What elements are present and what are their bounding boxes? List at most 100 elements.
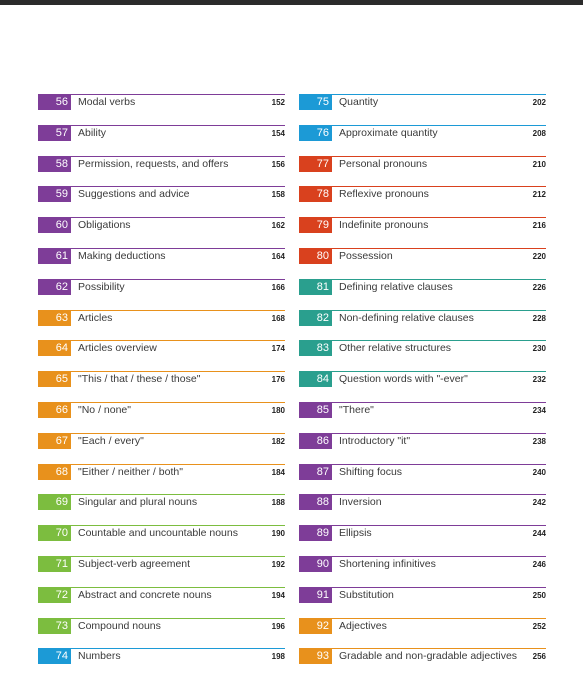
chapter-title: Shortening infinitives <box>339 557 436 570</box>
contents-entry[interactable]: 75 Quantity 202 <box>299 91 546 122</box>
page-number: 232 <box>532 375 546 385</box>
chapter-title: Singular and plural nouns <box>78 496 198 509</box>
chapter-number-badge: 70 <box>38 525 71 542</box>
contents-entry[interactable]: 85 "There" 234 <box>299 399 546 430</box>
contents-entry[interactable]: 80 Possession 220 <box>299 245 546 276</box>
contents-entry[interactable]: 69 Singular and plural nouns 188 <box>38 491 285 522</box>
chapter-number-badge: 85 <box>299 401 332 418</box>
page-number: 208 <box>532 128 546 138</box>
chapter-number-badge: 73 <box>38 617 71 634</box>
contents-entry[interactable]: 67 "Each / every" 182 <box>38 430 285 461</box>
chapter-title: Ellipsis <box>339 527 372 540</box>
chapter-title: Reflexive pronouns <box>339 188 429 201</box>
contents-entry[interactable]: 90 Shortening infinitives 246 <box>299 553 546 584</box>
entry-rule <box>71 278 285 280</box>
entry-rule <box>332 309 546 311</box>
page-number: 182 <box>271 436 285 446</box>
contents-entry[interactable]: 87 Shifting focus 240 <box>299 461 546 492</box>
entry-rule <box>71 124 285 126</box>
contents-entry[interactable]: 74 Numbers 198 <box>38 645 285 676</box>
contents-entry[interactable]: 73 Compound nouns 196 <box>38 615 285 646</box>
contents-entry[interactable]: 58 Permission, requests, and offers 156 <box>38 153 285 184</box>
contents-entry[interactable]: 57 Ability 154 <box>38 122 285 153</box>
page-number: 168 <box>271 313 285 323</box>
contents-entry[interactable]: 92 Adjectives 252 <box>299 615 546 646</box>
contents-entry[interactable]: 84 Question words with "-ever" 232 <box>299 368 546 399</box>
contents-entry[interactable]: 70 Countable and uncountable nouns 190 <box>38 522 285 553</box>
contents-entry[interactable]: 61 Making deductions 164 <box>38 245 285 276</box>
chapter-title: Gradable and non-gradable adjectives <box>339 650 518 663</box>
chapter-title: Permission, requests, and offers <box>78 157 229 170</box>
contents-entry[interactable]: 63 Articles 168 <box>38 307 285 338</box>
page-number: 226 <box>532 282 546 292</box>
contents-entry[interactable]: 65 "This / that / these / those" 176 <box>38 368 285 399</box>
chapter-title: Articles overview <box>78 342 157 355</box>
chapter-title: Articles <box>78 311 113 324</box>
contents-entry[interactable]: 91 Substitution 250 <box>299 584 546 615</box>
entry-rule <box>332 217 546 219</box>
entry-rule <box>71 494 285 496</box>
entry-rule <box>332 401 546 403</box>
chapter-title: Abstract and concrete nouns <box>78 588 212 601</box>
chapter-title: Quantity <box>339 96 379 108</box>
chapter-title: Possession <box>339 249 393 262</box>
page-number: 180 <box>271 405 285 415</box>
chapter-title: Obligations <box>78 219 131 232</box>
chapter-title: "Either / neither / both" <box>78 465 183 478</box>
contents-entry[interactable]: 79 Indefinite pronouns 216 <box>299 214 546 245</box>
chapter-title: Question words with "-ever" <box>339 373 468 386</box>
chapter-number-badge: 86 <box>299 432 332 449</box>
chapter-title: Inversion <box>339 496 382 509</box>
page-number: 152 <box>271 98 285 107</box>
contents-entry[interactable]: 93 Gradable and non-gradable adjectives 25… <box>299 645 546 676</box>
chapter-title: Shifting focus <box>339 465 403 478</box>
chapter-number-badge: 71 <box>38 555 71 572</box>
contents-entry[interactable]: 56 Modal verbs 152 <box>38 91 285 122</box>
entry-rule <box>71 155 285 157</box>
entry-rule <box>71 401 285 403</box>
entry-rule <box>332 432 546 434</box>
page-number: 188 <box>271 498 285 508</box>
entry-rule <box>71 340 285 342</box>
entry-rule <box>71 463 285 465</box>
chapter-number-badge: 91 <box>299 586 332 603</box>
chapter-title: "There" <box>339 403 374 416</box>
chapter-title: Suggestions and advice <box>78 188 190 201</box>
chapter-number-badge: 68 <box>38 463 71 480</box>
contents-entry[interactable]: 78 Reflexive pronouns 212 <box>299 183 546 214</box>
contents-entry[interactable]: 89 Ellipsis 244 <box>299 522 546 553</box>
contents-entry[interactable]: 62 Possibility 166 <box>38 276 285 307</box>
contents-entry[interactable]: 66 "No / none" 180 <box>38 399 285 430</box>
entry-rule <box>71 432 285 434</box>
contents-entry[interactable]: 59 Suggestions and advice 158 <box>38 183 285 214</box>
entry-rule <box>332 371 546 373</box>
page-number: 190 <box>271 529 285 539</box>
contents-entry[interactable]: 64 Articles overview 174 <box>38 337 285 368</box>
chapter-number-badge: 89 <box>299 525 332 542</box>
contents-entry[interactable]: 83 Other relative structures 230 <box>299 337 546 368</box>
chapter-title: Making deductions <box>78 249 166 262</box>
contents-entry[interactable]: 76 Approximate quantity 208 <box>299 122 546 153</box>
contents-entry[interactable]: 86 Introductory "it" 238 <box>299 430 546 461</box>
page-number: 230 <box>532 344 546 354</box>
chapter-number-badge: 65 <box>38 371 71 388</box>
contents-entry[interactable]: 88 Inversion 242 <box>299 491 546 522</box>
entry-rule <box>71 371 285 373</box>
chapter-number-badge: 93 <box>299 648 332 665</box>
contents-entry[interactable]: 81 Defining relative clauses 226 <box>299 276 546 307</box>
contents-entry[interactable]: 71 Subject-verb agreement 192 <box>38 553 285 584</box>
chapter-number-badge: 56 <box>38 94 71 110</box>
contents-entry[interactable]: 72 Abstract and concrete nouns 194 <box>38 584 285 615</box>
chapter-title: Subject-verb agreement <box>78 557 191 570</box>
contents-entry[interactable]: 60 Obligations 162 <box>38 214 285 245</box>
contents-entry[interactable]: 77 Personal pronouns 210 <box>299 153 546 184</box>
page-number: 256 <box>532 652 546 662</box>
chapter-title: Non-defining relative clauses <box>339 311 474 324</box>
entry-rule <box>332 648 546 650</box>
contents-entry[interactable]: 82 Non-defining relative clauses 228 <box>299 307 546 338</box>
page-number: 210 <box>532 159 546 169</box>
chapter-number-badge: 77 <box>299 155 332 172</box>
chapter-title: Adjectives <box>339 619 387 632</box>
contents-entry[interactable]: 68 "Either / neither / both" 184 <box>38 461 285 492</box>
chapter-number-badge: 58 <box>38 155 71 172</box>
